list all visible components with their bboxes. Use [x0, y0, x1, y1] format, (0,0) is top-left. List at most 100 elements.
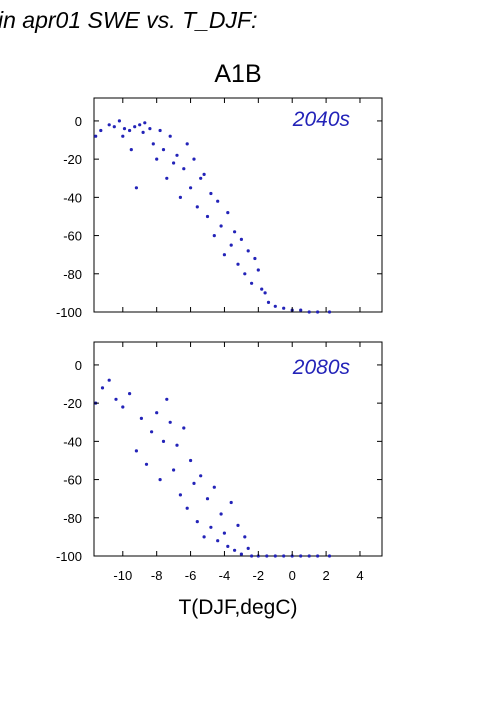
data-point: [144, 462, 149, 466]
data-point: [117, 119, 121, 123]
data-point: [226, 544, 230, 549]
data-point: [202, 172, 206, 176]
data-point: [250, 554, 254, 558]
data-point: [161, 439, 166, 443]
data-point: [151, 142, 155, 146]
y-tick-label: -40: [63, 190, 82, 205]
data-point: [219, 224, 223, 228]
data-point: [212, 234, 216, 238]
data-point: [265, 554, 269, 558]
data-point: [182, 426, 186, 430]
data-point: [273, 554, 277, 558]
data-point: [299, 308, 303, 312]
data-point: [236, 262, 240, 266]
data-point: [233, 548, 237, 552]
data-point: [175, 153, 179, 157]
panel-top: 2040s 0 -20 -40 -60 -80 -100: [56, 97, 383, 320]
data-point: [229, 500, 233, 505]
x-tick-label: -6: [185, 568, 197, 583]
data-point: [165, 397, 169, 401]
scatter-points: [94, 378, 332, 558]
x-tick-label: 2: [322, 568, 329, 583]
data-point: [246, 249, 250, 253]
data-point: [202, 535, 206, 539]
x-axis-ticks: -10 -8 -6 -4 -2 0 2 4: [113, 342, 364, 583]
data-point: [143, 121, 147, 125]
data-point: [129, 148, 133, 152]
data-point: [128, 128, 132, 133]
data-point: [178, 493, 182, 497]
data-point: [195, 205, 199, 209]
data-point: [239, 237, 243, 241]
data-point: [195, 520, 199, 524]
data-point: [100, 386, 105, 390]
scatter-points: [94, 119, 332, 314]
data-point: [222, 531, 226, 535]
data-point: [134, 186, 138, 190]
data-point: [189, 186, 193, 190]
data-point: [107, 378, 111, 382]
data-point: [99, 128, 103, 133]
data-point: [307, 310, 311, 314]
plot-frame: [93, 341, 383, 557]
data-point: [239, 552, 243, 556]
y-axis-ticks: 0 -20 -40 -60 -80 -100: [56, 358, 382, 564]
data-point: [243, 272, 247, 276]
data-point: [205, 497, 210, 501]
data-point: [121, 405, 125, 409]
chart-title: A1B: [214, 60, 261, 88]
x-tick-label: 0: [289, 568, 296, 583]
data-point: [307, 554, 311, 558]
y-tick-label: -40: [63, 434, 82, 449]
data-point: [178, 195, 182, 199]
y-tick-label: -60: [63, 229, 82, 244]
data-point: [155, 157, 159, 161]
data-point: [316, 310, 320, 314]
data-point: [199, 474, 203, 478]
y-tick-label: -100: [56, 305, 82, 320]
data-point: [158, 128, 162, 133]
data-point: [192, 157, 196, 161]
x-tick-label: -4: [219, 568, 231, 583]
data-point: [316, 554, 320, 558]
data-point: [161, 148, 166, 152]
data-point: [155, 411, 159, 415]
data-point: [266, 300, 271, 304]
data-point: [158, 478, 162, 482]
panel-label: 2040s: [292, 108, 351, 131]
data-point: [216, 539, 220, 543]
y-tick-label: -100: [56, 549, 82, 564]
data-point: [216, 199, 220, 203]
data-point: [243, 535, 247, 539]
data-point: [189, 458, 193, 463]
data-point: [150, 430, 154, 434]
x-axis-ticks: [122, 98, 361, 312]
data-point: [128, 392, 132, 396]
data-point: [256, 268, 260, 272]
data-point: [273, 304, 277, 308]
data-point: [263, 291, 267, 295]
plot-frame: [93, 97, 383, 313]
x-tick-label: -2: [253, 568, 265, 583]
data-point: [299, 554, 303, 558]
data-point: [246, 546, 250, 551]
data-point: [282, 306, 286, 310]
data-point: [172, 468, 176, 472]
y-tick-label: -80: [63, 267, 82, 282]
data-point: [192, 481, 196, 485]
data-point: [219, 512, 223, 516]
y-tick-label: -20: [63, 152, 82, 167]
data-point: [212, 485, 216, 489]
panel-bottom: 2080s 0-20-40-60-80-100 -10 -8 -6 -4 -2 0 2 4: [56, 341, 383, 583]
data-point: [168, 134, 172, 138]
data-point: [236, 523, 240, 528]
data-point: [133, 125, 137, 129]
data-point: [205, 214, 210, 219]
y-tick-label: -20: [63, 396, 82, 411]
x-tick-label: -8: [151, 568, 163, 583]
data-point: [229, 243, 233, 247]
x-axis-label: T(DJF,degC): [178, 596, 297, 619]
data-point: [282, 554, 286, 558]
data-point: [209, 525, 213, 529]
data-point: [139, 416, 143, 420]
